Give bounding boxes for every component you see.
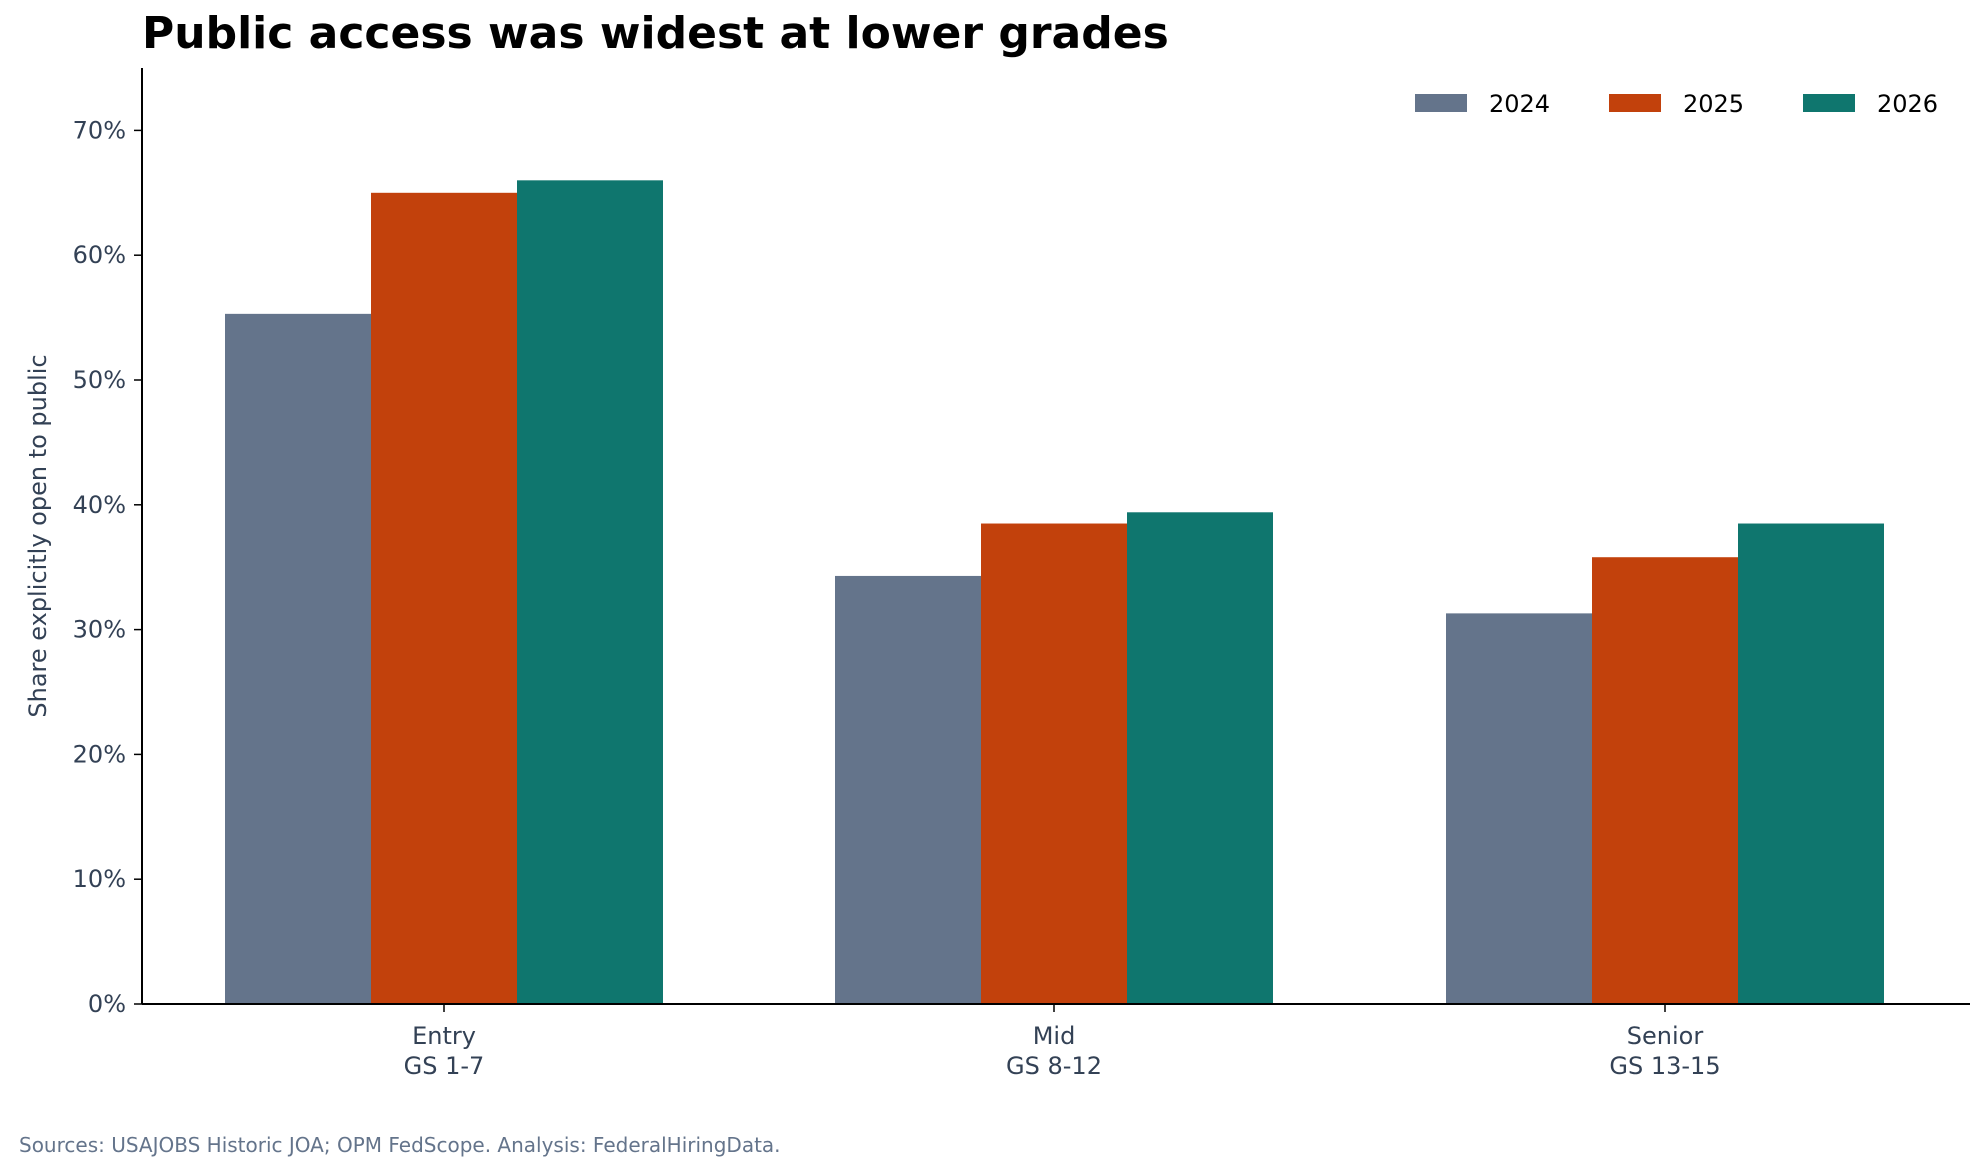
y-tick-label: 50% — [73, 366, 126, 394]
bar-2026-senior — [1738, 523, 1884, 1004]
y-tick-label: 10% — [73, 865, 126, 893]
bar-2025-senior — [1592, 557, 1738, 1004]
x-tick-label: Senior — [1627, 1022, 1704, 1050]
bar-2026-mid — [1127, 512, 1273, 1004]
legend-label-2026: 2026 — [1877, 90, 1938, 118]
source-note: Sources: USAJOBS Historic JOA; OPM FedSc… — [19, 1133, 781, 1157]
legend-swatch-2026 — [1803, 94, 1855, 112]
x-tick-label: Mid — [1033, 1022, 1076, 1050]
y-tick-label: 60% — [73, 241, 126, 269]
x-tick-sublabel: GS 1-7 — [404, 1052, 485, 1080]
y-tick-label: 20% — [73, 740, 126, 768]
y-tick-label: 0% — [88, 990, 126, 1018]
x-tick-sublabel: GS 13-15 — [1609, 1052, 1720, 1080]
y-tick-label: 70% — [73, 116, 126, 144]
legend-swatch-2024 — [1415, 94, 1467, 112]
y-axis-label: Share explicitly open to public — [24, 354, 52, 717]
legend-label-2024: 2024 — [1489, 90, 1550, 118]
x-tick-sublabel: GS 8-12 — [1006, 1052, 1102, 1080]
y-tick-label: 40% — [73, 491, 126, 519]
bar-2026-entry — [517, 180, 663, 1004]
bar-2024-mid — [835, 575, 981, 1004]
bar-2024-entry — [225, 313, 371, 1005]
bar-2025-entry — [371, 192, 517, 1005]
chart-title: Public access was widest at lower grades — [142, 8, 1169, 59]
bar-2025-mid — [981, 523, 1127, 1004]
bar-2024-senior — [1446, 613, 1592, 1004]
legend-swatch-2025 — [1609, 94, 1661, 112]
y-tick-label: 30% — [73, 616, 126, 644]
x-tick-label: Entry — [412, 1022, 476, 1050]
legend-label-2025: 2025 — [1683, 90, 1744, 118]
